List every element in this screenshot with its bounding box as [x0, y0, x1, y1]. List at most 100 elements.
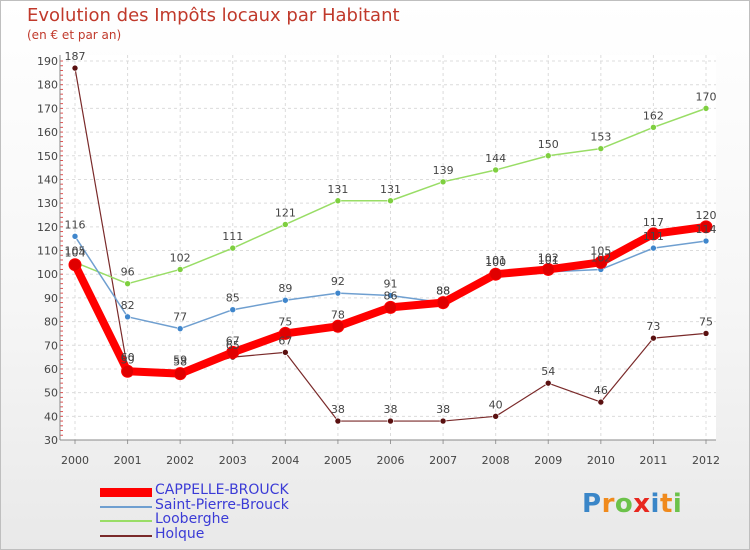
- logo-letter: P: [582, 489, 602, 519]
- y-tick-label: 150: [37, 150, 58, 163]
- x-tick-label: 2008: [482, 454, 510, 467]
- y-tick-label: 80: [44, 316, 58, 329]
- data-label: 73: [646, 320, 660, 333]
- data-point: [176, 266, 184, 273]
- y-tick-label: 70: [44, 339, 58, 352]
- proxiti-logo: Proxiti: [582, 489, 682, 519]
- data-label: 105: [590, 244, 611, 257]
- data-point: [702, 105, 710, 112]
- data-label: 65: [226, 339, 240, 352]
- data-label: 187: [65, 50, 86, 63]
- data-point: [597, 398, 605, 406]
- y-tick-label: 30: [44, 434, 58, 447]
- y-tick-label: 130: [37, 197, 58, 210]
- logo-letter: x: [633, 489, 651, 519]
- data-label: 67: [278, 334, 292, 347]
- data-label: 131: [327, 183, 348, 196]
- y-tick-label: 40: [44, 410, 58, 423]
- data-point: [439, 417, 447, 425]
- y-tick-label: 120: [37, 221, 58, 234]
- data-point: [650, 334, 657, 342]
- data-label: 92: [331, 275, 345, 288]
- chart-title: Evolution des Impôts locaux par Habitant: [27, 5, 400, 26]
- data-point: [387, 197, 394, 205]
- data-point: [282, 296, 289, 304]
- x-tick-label: 2007: [429, 454, 457, 467]
- x-tick-label: 2005: [324, 454, 352, 467]
- data-point: [384, 300, 397, 314]
- data-label: 101: [538, 254, 559, 267]
- x-tick-label: 2009: [534, 454, 562, 467]
- x-tick-label: 2003: [219, 454, 247, 467]
- y-tick-label: 60: [44, 363, 58, 376]
- data-label: 46: [594, 384, 608, 397]
- data-label: 111: [222, 230, 243, 243]
- legend-label: Looberghe: [155, 511, 230, 527]
- data-point: [124, 313, 131, 321]
- data-label: 82: [121, 299, 135, 312]
- data-point: [282, 349, 289, 356]
- x-tick-label: 2001: [114, 454, 142, 467]
- y-tick-label: 180: [37, 79, 58, 92]
- data-point: [646, 227, 660, 241]
- x-tick-label: 2004: [271, 454, 299, 467]
- data-label: 100: [485, 256, 506, 269]
- legend-swatch: [100, 487, 152, 497]
- data-label: 150: [538, 138, 559, 151]
- data-label: 60: [121, 351, 135, 364]
- data-label: 88: [436, 285, 450, 298]
- data-label: 58: [173, 356, 187, 369]
- data-point: [387, 417, 394, 425]
- legend-swatch: [100, 534, 152, 537]
- data-point: [492, 166, 499, 174]
- data-point: [436, 296, 450, 310]
- data-point: [68, 258, 82, 272]
- data-label: 111: [643, 230, 664, 243]
- data-label: 88: [436, 285, 450, 298]
- data-label: 102: [538, 251, 559, 264]
- data-label: 153: [590, 131, 611, 144]
- legend-swatch: [100, 520, 152, 522]
- data-label: 38: [384, 403, 398, 416]
- data-label: 59: [121, 353, 135, 366]
- data-point: [492, 413, 499, 420]
- data-label: 120: [696, 209, 717, 222]
- x-tick-label: 2006: [377, 454, 405, 467]
- data-label: 144: [485, 152, 506, 165]
- data-point: [594, 255, 608, 269]
- data-label: 131: [380, 183, 401, 196]
- y-tick-label: 160: [37, 126, 58, 139]
- data-label: 91: [384, 278, 398, 291]
- data-label: 117: [643, 216, 664, 229]
- data-label: 121: [275, 206, 296, 219]
- data-point: [282, 221, 289, 228]
- x-tick-label: 2010: [587, 454, 615, 467]
- logo-letter: t: [659, 489, 673, 519]
- data-label: 40: [489, 398, 503, 411]
- data-point: [229, 306, 237, 314]
- legend-label: Saint-Pierre-Brouck: [155, 496, 289, 513]
- data-label: 101: [485, 254, 506, 267]
- data-point: [121, 364, 135, 378]
- y-tick-label: 190: [37, 55, 58, 68]
- data-point: [702, 330, 710, 337]
- logo-letter: i: [650, 489, 660, 519]
- data-label: 75: [699, 315, 713, 328]
- data-label: 162: [643, 109, 664, 122]
- legend-label: Holque: [155, 525, 205, 542]
- logo-letter: o: [614, 489, 634, 519]
- data-point: [71, 64, 79, 72]
- data-label: 102: [590, 251, 611, 264]
- data-point: [71, 232, 79, 240]
- data-label: 170: [696, 90, 717, 103]
- data-label: 77: [173, 311, 187, 324]
- data-label: 139: [433, 164, 454, 177]
- y-tick-label: 90: [44, 292, 58, 305]
- y-tick-label: 140: [37, 173, 58, 186]
- x-tick-label: 2012: [692, 454, 720, 467]
- data-label: 38: [436, 403, 450, 416]
- data-point: [544, 379, 552, 387]
- x-tick-label: 2002: [166, 454, 194, 467]
- legend-swatch: [100, 505, 152, 508]
